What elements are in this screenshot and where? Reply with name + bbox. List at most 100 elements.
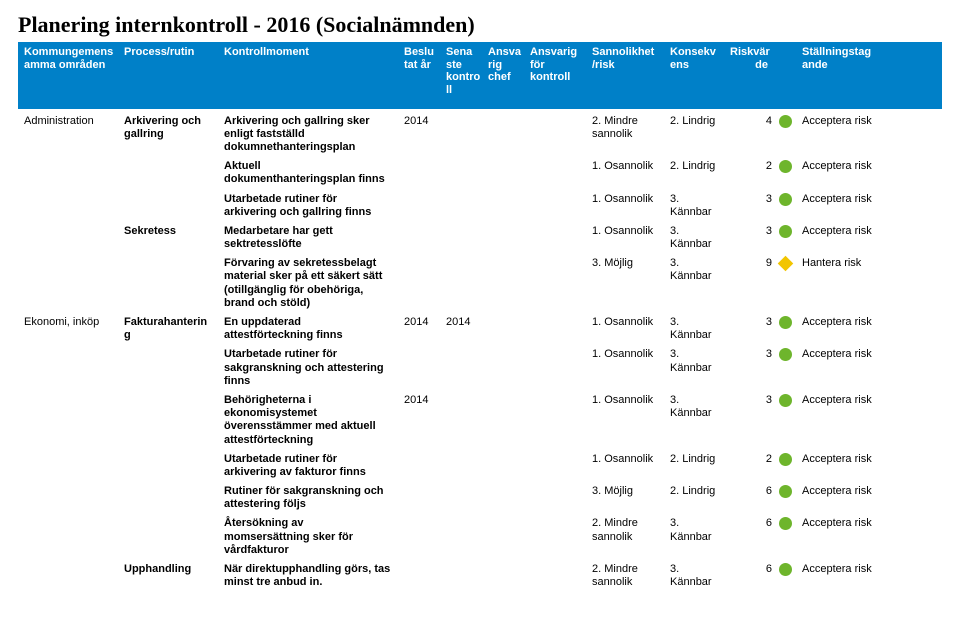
cell-kons: 3. Kännbar xyxy=(664,517,724,543)
circle-icon xyxy=(779,348,792,361)
page-title: Planering internkontroll - 2016 (Socialn… xyxy=(18,12,942,38)
hdr-proc: Process/rutin xyxy=(118,42,218,109)
table-row: UpphandlingNär direktupphandling görs, t… xyxy=(18,557,942,589)
hdr-ind xyxy=(774,42,796,109)
cell-indicator xyxy=(774,257,796,270)
cell-indicator xyxy=(774,517,796,531)
cell-riskv: 6 xyxy=(724,517,774,530)
cell-moment: Återsökning av momsersättning sker för v… xyxy=(218,517,398,557)
cell-sann: 1. Osannolik xyxy=(586,316,664,329)
cell-moment: Utarbetade rutiner för sakgranskning och… xyxy=(218,348,398,388)
cell-riskv: 6 xyxy=(724,485,774,498)
cell-indicator xyxy=(774,115,796,129)
cell-sann: 3. Möjlig xyxy=(586,485,664,498)
circle-icon xyxy=(779,517,792,530)
hdr-year: Beslu tat år xyxy=(398,42,440,109)
table-row: Ekonomi, inköpFakturahanterin gEn uppdat… xyxy=(18,310,942,342)
diamond-icon xyxy=(777,256,793,272)
table-row: AdministrationArkivering och gallringArk… xyxy=(18,109,942,155)
cell-riskv: 2 xyxy=(724,160,774,173)
cell-proc: Arkivering och gallring xyxy=(118,115,218,141)
cell-indicator xyxy=(774,225,796,239)
cell-moment: Rutiner för sakgranskning och attesterin… xyxy=(218,485,398,511)
table-row: Utarbetade rutiner för arkivering och ga… xyxy=(18,187,942,219)
cell-proc: Upphandling xyxy=(118,563,218,576)
circle-icon xyxy=(779,193,792,206)
cell-sann: 1. Osannolik xyxy=(586,348,664,361)
cell-indicator xyxy=(774,193,796,207)
table-row: Behörigheterna i ekonomisystemet överens… xyxy=(18,388,942,447)
hdr-moment: Kontrollmoment xyxy=(218,42,398,109)
table-row: Aktuell dokumenthanteringsplan finns1. O… xyxy=(18,154,942,186)
circle-icon xyxy=(779,453,792,466)
cell-stall: Acceptera risk xyxy=(796,316,886,329)
cell-stall: Acceptera risk xyxy=(796,453,886,466)
cell-stall: Acceptera risk xyxy=(796,160,886,173)
cell-sann: 2. Mindre sannolik xyxy=(586,563,664,589)
table-header: Kommungemens amma områden Process/rutin … xyxy=(18,42,942,109)
cell-riskv: 9 xyxy=(724,257,774,270)
cell-sann: 1. Osannolik xyxy=(586,453,664,466)
cell-proc: Fakturahanterin g xyxy=(118,316,218,342)
table-row: Rutiner för sakgranskning och attesterin… xyxy=(18,479,942,511)
cell-kons: 3. Kännbar xyxy=(664,193,724,219)
hdr-kons: Konsekv ens xyxy=(664,42,724,109)
cell-riskv: 3 xyxy=(724,316,774,329)
cell-indicator xyxy=(774,485,796,499)
cell-moment: Arkivering och gallring sker enligt fast… xyxy=(218,115,398,155)
circle-icon xyxy=(779,115,792,128)
table-row: Utarbetade rutiner för sakgranskning och… xyxy=(18,342,942,388)
cell-riskv: 4 xyxy=(724,115,774,128)
cell-moment: Förvaring av sekretessbelagt material sk… xyxy=(218,257,398,310)
cell-riskv: 3 xyxy=(724,394,774,407)
cell-stall: Acceptera risk xyxy=(796,517,886,530)
cell-sann: 1. Osannolik xyxy=(586,160,664,173)
cell-stall: Acceptera risk xyxy=(796,563,886,576)
cell-kons: 2. Lindrig xyxy=(664,485,724,498)
cell-stall: Hantera risk xyxy=(796,257,886,270)
cell-stall: Acceptera risk xyxy=(796,485,886,498)
cell-indicator xyxy=(774,316,796,330)
table-body: AdministrationArkivering och gallringArk… xyxy=(18,109,942,590)
cell-area: Ekonomi, inköp xyxy=(18,316,118,329)
cell-riskv: 3 xyxy=(724,193,774,206)
table-row: Förvaring av sekretessbelagt material sk… xyxy=(18,251,942,310)
hdr-ansr: Ansva rig chef xyxy=(482,42,524,109)
circle-icon xyxy=(779,394,792,407)
cell-sena: 2014 xyxy=(440,316,482,329)
cell-riskv: 6 xyxy=(724,563,774,576)
cell-sann: 1. Osannolik xyxy=(586,225,664,238)
cell-moment: Utarbetade rutiner för arkivering och ga… xyxy=(218,193,398,219)
cell-kons: 3. Kännbar xyxy=(664,225,724,251)
cell-kons: 3. Kännbar xyxy=(664,316,724,342)
table-row: Utarbetade rutiner för arkivering av fak… xyxy=(18,447,942,479)
circle-icon xyxy=(779,485,792,498)
cell-stall: Acceptera risk xyxy=(796,115,886,128)
hdr-ansf: Ansvarig för kontroll xyxy=(524,42,586,109)
cell-stall: Acceptera risk xyxy=(796,394,886,407)
cell-year: 2014 xyxy=(398,115,440,128)
cell-kons: 3. Kännbar xyxy=(664,257,724,283)
cell-proc: Sekretess xyxy=(118,225,218,238)
cell-sann: 2. Mindre sannolik xyxy=(586,115,664,141)
cell-kons: 2. Lindrig xyxy=(664,115,724,128)
cell-kons: 2. Lindrig xyxy=(664,160,724,173)
circle-icon xyxy=(779,316,792,329)
cell-indicator xyxy=(774,348,796,362)
hdr-stall: Ställningstag ande xyxy=(796,42,886,109)
cell-riskv: 2 xyxy=(724,453,774,466)
cell-sann: 1. Osannolik xyxy=(586,193,664,206)
cell-sann: 1. Osannolik xyxy=(586,394,664,407)
cell-indicator xyxy=(774,563,796,577)
cell-indicator xyxy=(774,394,796,408)
cell-moment: Utarbetade rutiner för arkivering av fak… xyxy=(218,453,398,479)
cell-sann: 2. Mindre sannolik xyxy=(586,517,664,543)
circle-icon xyxy=(779,225,792,238)
circle-icon xyxy=(779,160,792,173)
hdr-sena: Sena ste kontro ll xyxy=(440,42,482,109)
hdr-sann: Sannolikhet /risk xyxy=(586,42,664,109)
cell-kons: 3. Kännbar xyxy=(664,394,724,420)
cell-indicator xyxy=(774,160,796,174)
cell-moment: En uppdaterad attestförteckning finns xyxy=(218,316,398,342)
cell-riskv: 3 xyxy=(724,225,774,238)
